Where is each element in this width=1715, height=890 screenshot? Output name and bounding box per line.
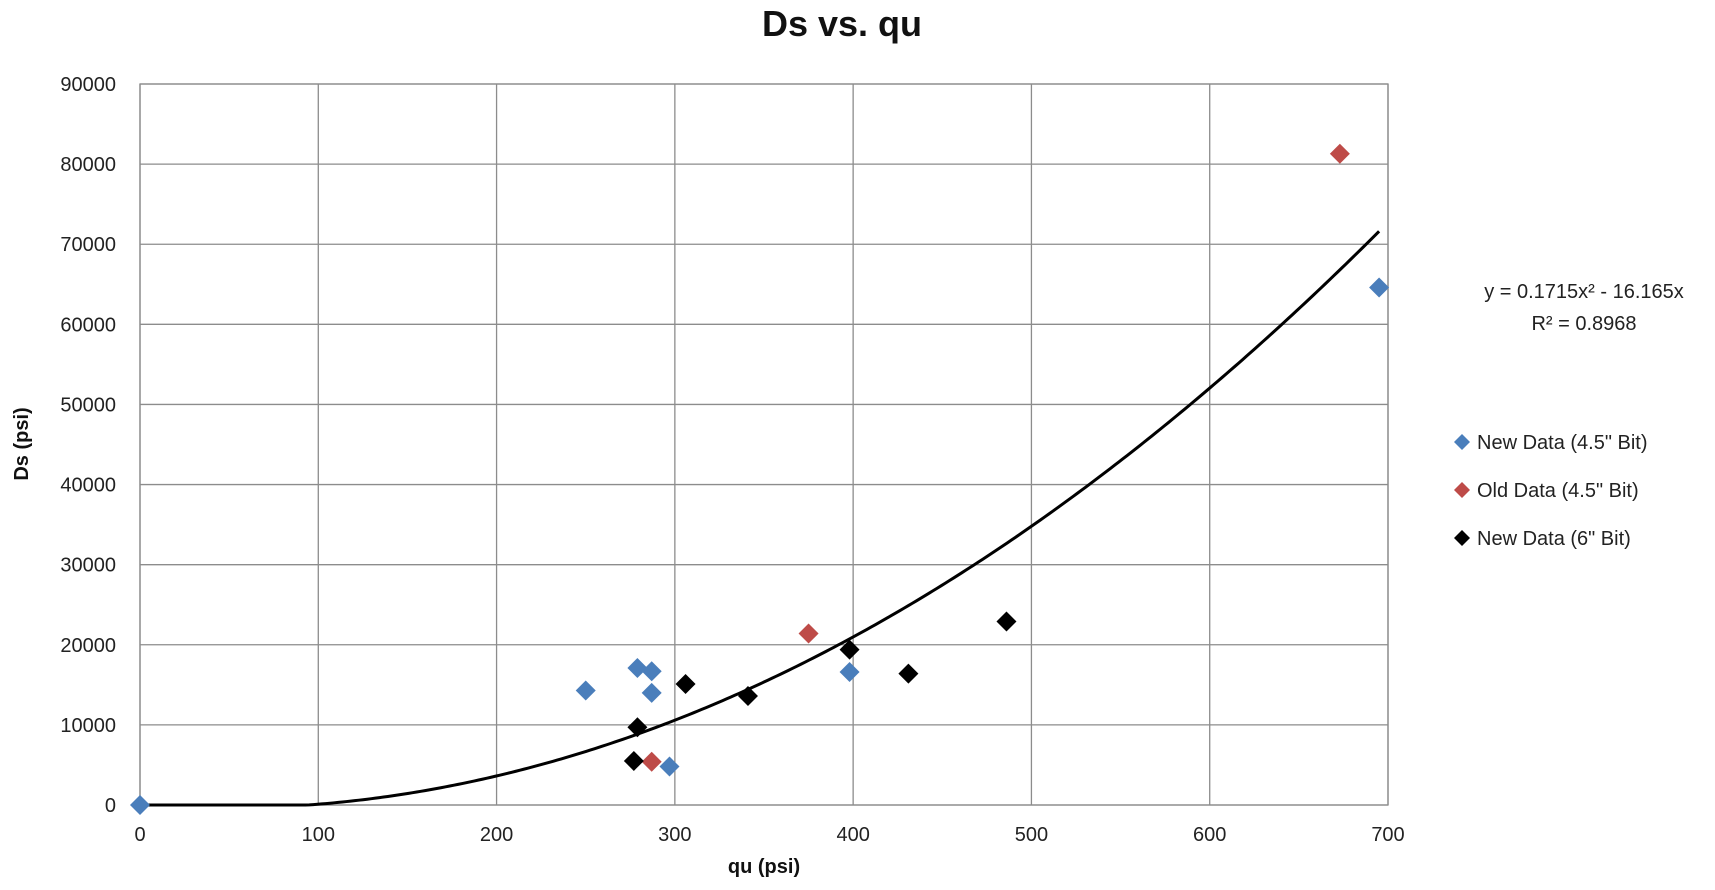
data-point: [839, 662, 860, 683]
y-tick-label: 80000: [60, 154, 116, 176]
legend-marker: [1454, 434, 1470, 450]
x-axis-label: qu (psi): [728, 856, 800, 878]
data-point: [641, 751, 662, 772]
data-point: [996, 611, 1017, 632]
plot-area: [139, 83, 1389, 806]
y-tick-label: 50000: [60, 394, 116, 416]
y-tick-label: 90000: [60, 74, 116, 96]
legend: New Data (4.5" Bit) Old Data (4.5" Bit) Ne…: [1454, 432, 1648, 550]
data-point: [737, 686, 758, 707]
y-tick-label: 60000: [60, 314, 116, 336]
legend-marker: [1454, 482, 1470, 498]
x-tick-label: 700: [1371, 824, 1404, 846]
y-axis-ticks: 0 10000 20000 30000 40000 50000 60000 70000 8000…: [60, 74, 116, 817]
x-tick-label: 600: [1193, 824, 1226, 846]
series-1-points: [641, 143, 1350, 772]
x-tick-label: 500: [1015, 824, 1048, 846]
data-point: [641, 661, 662, 682]
y-tick-label: 70000: [60, 234, 116, 256]
gridlines: [139, 83, 1389, 806]
data-points: [130, 143, 1390, 815]
polynomial-trendline: [140, 230, 1381, 807]
x-tick-label: 100: [302, 824, 335, 846]
y-tick-label: 30000: [60, 555, 116, 577]
legend-marker: [1454, 530, 1470, 546]
data-point: [898, 663, 919, 684]
data-point: [1329, 143, 1350, 164]
trendline-r-squared: R² = 0.8968: [1531, 313, 1636, 335]
data-point: [627, 717, 648, 738]
chart-title: Ds vs. qu: [762, 3, 922, 44]
series-2-points: [623, 611, 1017, 771]
data-point: [130, 795, 150, 815]
data-point: [641, 682, 662, 703]
legend-label: New Data (6" Bit): [1477, 528, 1631, 550]
y-tick-label: 40000: [60, 475, 116, 497]
y-tick-label: 20000: [60, 635, 116, 657]
data-point: [627, 658, 648, 679]
y-axis-label: Ds (psi): [11, 407, 33, 480]
legend-label: New Data (4.5" Bit): [1477, 432, 1648, 454]
trendline-equation: y = 0.1715x² - 16.165x: [1484, 281, 1684, 303]
x-tick-label: 0: [134, 824, 145, 846]
legend-label: Old Data (4.5" Bit): [1477, 480, 1639, 502]
x-tick-label: 200: [480, 824, 513, 846]
data-point: [798, 623, 819, 644]
data-point: [839, 639, 860, 660]
x-tick-label: 300: [658, 824, 691, 846]
y-tick-label: 0: [105, 795, 116, 817]
data-point: [575, 680, 596, 701]
data-point: [623, 750, 644, 771]
data-point: [1369, 277, 1390, 298]
x-axis-ticks: 0 100 200 300 400 500 600 700: [134, 824, 1404, 846]
data-point: [659, 756, 680, 777]
x-tick-label: 400: [836, 824, 869, 846]
data-point: [675, 674, 696, 695]
series-0-points: [130, 277, 1390, 815]
y-tick-label: 10000: [60, 715, 116, 737]
